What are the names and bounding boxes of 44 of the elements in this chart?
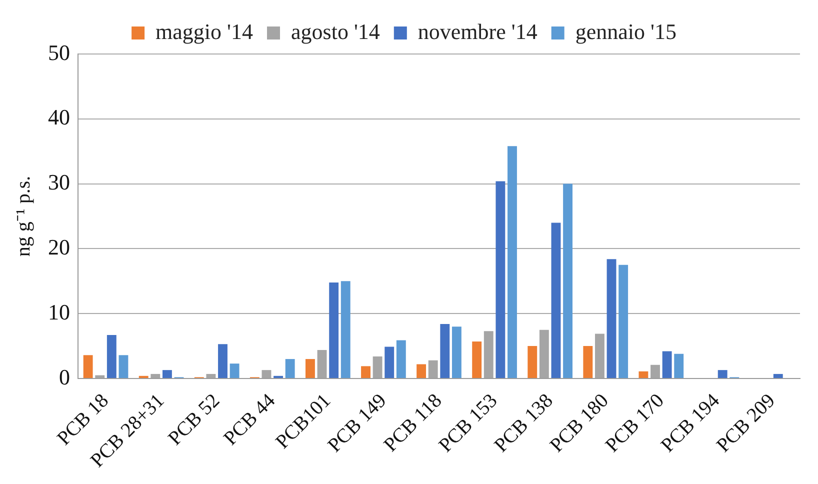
bar — [138, 376, 148, 378]
bar — [606, 259, 616, 378]
y-tick-label: 50 — [48, 40, 70, 65]
bar — [638, 371, 648, 378]
bar — [285, 359, 295, 378]
bar — [472, 342, 482, 378]
bar — [416, 364, 426, 378]
bar — [452, 326, 462, 378]
bar — [106, 335, 116, 378]
legend-label: agosto '14 — [291, 18, 380, 44]
bar — [274, 376, 284, 378]
y-tick-label: 10 — [48, 299, 70, 324]
legend-label: novembre '14 — [418, 18, 538, 44]
bar — [563, 184, 572, 378]
bar — [218, 344, 228, 378]
bar — [306, 359, 315, 378]
y-axis-title: ng g⁻¹ p.s. — [12, 176, 34, 257]
bar — [551, 222, 561, 378]
y-tick-label: 40 — [48, 104, 70, 130]
bar — [718, 370, 728, 378]
bar — [329, 282, 339, 378]
legend-label: gennaio '15 — [575, 18, 676, 44]
bar — [118, 355, 128, 378]
bar — [508, 146, 517, 378]
bar — [384, 346, 394, 378]
y-tick-label: 0 — [59, 364, 70, 390]
bar — [674, 354, 684, 378]
bar — [773, 374, 783, 378]
y-tick-label: 30 — [48, 170, 70, 195]
bar — [396, 340, 406, 378]
bar — [162, 370, 172, 378]
bar — [528, 346, 538, 378]
bar — [340, 281, 350, 378]
bar — [361, 366, 370, 378]
bar — [496, 181, 506, 378]
bar — [83, 355, 93, 378]
legend-label: maggio '14 — [156, 18, 254, 44]
bar — [583, 346, 593, 378]
bar — [662, 351, 672, 378]
x-tick-label: PCB 52 — [164, 390, 224, 450]
bar — [230, 364, 240, 378]
bar — [618, 264, 628, 378]
y-tick-label: 20 — [48, 234, 70, 260]
bar — [440, 324, 450, 378]
